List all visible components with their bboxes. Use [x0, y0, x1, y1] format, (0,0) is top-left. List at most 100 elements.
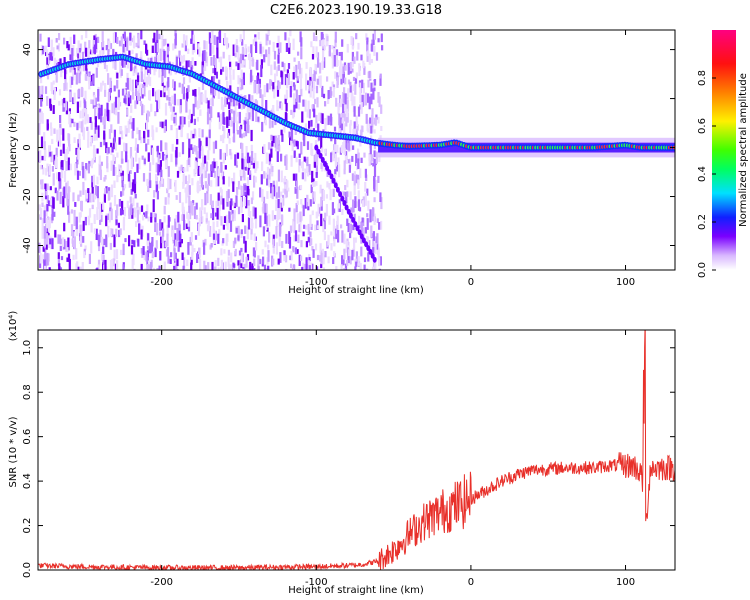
spectrogram-noise-cell: [354, 82, 357, 95]
spectrogram-noise-cell: [141, 103, 144, 116]
spectrogram-noise-cell: [229, 220, 233, 232]
snr-y-multiplier: (x10⁴): [8, 311, 19, 342]
spectrogram-noise-cell: [258, 258, 261, 265]
spectrogram-noise-cell: [299, 212, 302, 223]
spectrogram-noise-cell: [105, 186, 108, 194]
spectrogram-noise-cell: [315, 36, 318, 42]
spectrogram-noise-cell: [352, 145, 355, 150]
spectrogram-noise-cell: [349, 217, 352, 228]
spectrogram-noise-cell: [346, 43, 349, 53]
spectrogram-noise-cell: [204, 155, 207, 164]
spectrogram-noise-cell: [310, 184, 313, 194]
spectrogram-noise-cell: [245, 146, 248, 157]
spectrogram-noise-cell: [182, 265, 185, 270]
spectrogram-noise-cell: [104, 89, 107, 97]
spectrogram-noise-cell: [220, 216, 223, 226]
spectrogram-noise-cell: [172, 238, 175, 244]
spectrogram-noise-cell: [107, 190, 110, 201]
spectrogram-noise-cell: [116, 72, 119, 79]
spectrogram-noise-cell: [229, 116, 232, 126]
spectrogram-noise-cell: [272, 244, 275, 254]
spectrogram-noise-cell: [142, 105, 146, 113]
spectrogram-noise-cell: [122, 33, 125, 39]
spectrogram-noise-cell: [336, 60, 339, 66]
spectrogram-noise-cell: [373, 213, 376, 225]
spectrogram-noise-cell: [323, 231, 326, 241]
spectrogram-noise-cell: [220, 195, 223, 205]
spectrogram-noise-cell: [306, 194, 309, 207]
spectrogram-noise-cell: [274, 73, 277, 83]
spectrogram-noise-cell: [98, 207, 102, 220]
spectrogram-noise-cell: [110, 208, 113, 221]
spectrogram-noise-cell: [277, 47, 280, 55]
spectrogram-noise-cell: [101, 80, 105, 86]
spectrogram-noise-cell: [366, 44, 369, 52]
spectrogram-noise-cell: [289, 225, 293, 233]
spectrogram-noise-cell: [72, 69, 75, 81]
spectrogram-noise-cell: [247, 188, 250, 196]
spectrogram-noise-cell: [287, 187, 290, 192]
spectrogram-noise-cell: [84, 168, 87, 181]
spectrogram-noise-cell: [79, 236, 82, 244]
spectrogram-noise-cell: [222, 198, 225, 210]
spectrogram-noise-cell: [242, 269, 245, 270]
spectrogram-noise-cell: [46, 252, 49, 265]
spectrogram-noise-cell: [227, 249, 230, 256]
spectrogram-noise-cell: [100, 161, 103, 166]
spectrogram-noise-cell: [352, 199, 355, 213]
spectrogram-noise-cell: [194, 89, 197, 97]
spectrogram-noise-cell: [321, 147, 324, 153]
spectrogram-noise-cell: [84, 245, 87, 250]
spectrogram-noise-cell: [339, 60, 342, 68]
spectrogram-noise-cell: [241, 253, 244, 263]
spectrogram-noise-cell: [52, 197, 55, 209]
spectrogram-noise-cell: [307, 198, 310, 207]
spectrogram-noise-cell: [266, 166, 270, 175]
spectrogram-noise-cell: [39, 150, 42, 162]
spectrogram-noise-cell: [190, 256, 193, 265]
spectrogram-noise-cell: [75, 162, 78, 169]
spectrogram-noise-cell: [38, 242, 41, 253]
spectrogram-noise-cell: [87, 139, 90, 148]
spectrogram-noise-cell: [45, 218, 48, 229]
spectrogram-noise-cell: [212, 233, 216, 240]
spectrogram-noise-cell: [167, 215, 170, 228]
spectrogram-noise-cell: [125, 82, 128, 88]
spectrogram-noise-cell: [318, 112, 321, 121]
spectrogram-noise-cell: [166, 188, 169, 194]
spectrogram-noise-cell: [235, 61, 238, 67]
spectrogram-noise-cell: [338, 52, 341, 56]
spectrogram-noise-cell: [207, 173, 210, 186]
spectrogram-noise-cell: [266, 83, 269, 93]
spectrogram-noise-cell: [313, 181, 316, 187]
spectrogram-noise-cell: [152, 88, 155, 97]
spectrogram-noise-cell: [338, 124, 341, 138]
spectrogram-noise-cell: [322, 189, 325, 201]
spectrogram-noise-cell: [187, 85, 190, 92]
spectrogram-noise-cell: [265, 172, 268, 179]
spectrogram-noise-cell: [93, 35, 96, 40]
spectrogram-noise-cell: [88, 208, 92, 218]
spectrogram-noise-cell: [345, 159, 348, 164]
spectrogram-noise-cell: [207, 104, 210, 117]
spectrogram-noise-cell: [188, 195, 191, 207]
spectrogram-noise-cell: [96, 186, 99, 199]
spectrogram-noise-cell: [281, 241, 284, 248]
spectrogram-noise-cell: [122, 243, 125, 256]
spectrogram-noise-cell: [351, 92, 354, 106]
spectrogram-noise-cell: [176, 170, 180, 178]
spectrogram-noise-cell: [343, 160, 346, 170]
spectrogram-noise-cell: [150, 241, 154, 254]
branch-point: [318, 152, 323, 159]
spectrogram-noise-cell: [97, 259, 101, 267]
spectrogram-noise-cell: [322, 39, 325, 47]
spectrogram-noise-cell: [190, 65, 193, 75]
spectrogram-noise-cell: [265, 203, 268, 215]
spectrogram-noise-cell: [65, 182, 68, 196]
spectrogram-noise-cell: [225, 97, 229, 105]
spectrogram-noise-cell: [278, 208, 281, 220]
spectrogram-noise-cell: [198, 47, 201, 57]
spectrogram-noise-cell: [205, 41, 208, 50]
spectrogram-noise-cell: [240, 133, 243, 139]
spectrogram-noise-cell: [366, 268, 369, 270]
